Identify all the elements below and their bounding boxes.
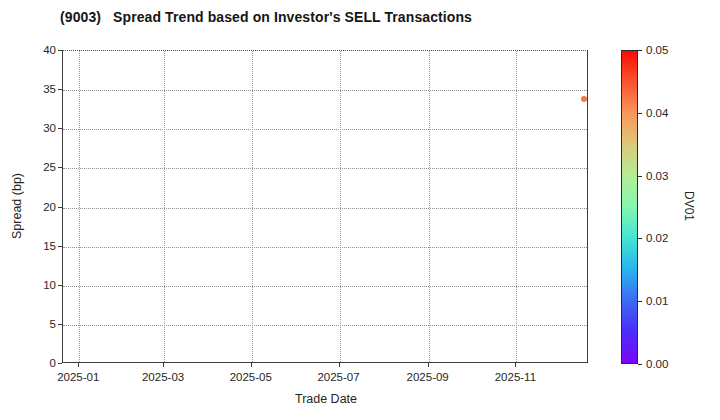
y-tick-mark	[58, 324, 62, 325]
data-point	[581, 96, 587, 102]
x-tick-label: 2025-09	[407, 371, 449, 383]
colorbar-tick-mark	[638, 301, 642, 302]
h-gridline	[63, 247, 587, 248]
y-tick-label: 25	[43, 161, 56, 173]
chart-title: (9003) Spread Trend based on Investor's …	[60, 9, 472, 25]
y-tick-label: 10	[43, 279, 56, 291]
y-tick-label: 40	[43, 44, 56, 56]
colorbar-tick-mark	[638, 176, 642, 177]
chart-figure: (9003) Spread Trend based on Investor's …	[0, 0, 720, 420]
v-gridline	[79, 51, 80, 362]
v-gridline	[429, 51, 430, 362]
colorbar-tick-mark	[638, 364, 642, 365]
colorbar-gradient	[621, 50, 638, 364]
y-tick-mark	[58, 89, 62, 90]
h-gridline	[63, 325, 587, 326]
x-tick-mark	[339, 363, 340, 367]
colorbar-tick-label: 0.00	[646, 358, 668, 370]
x-tick-mark	[78, 363, 79, 367]
y-tick-mark	[58, 128, 62, 129]
x-tick-label: 2025-01	[57, 371, 99, 383]
plot-area	[62, 50, 588, 363]
y-tick-label: 30	[43, 122, 56, 134]
colorbar-tick-mark	[638, 113, 642, 114]
h-gridline	[63, 286, 587, 287]
y-tick-mark	[58, 50, 62, 51]
y-axis-label: Spread (bp)	[10, 173, 24, 239]
colorbar-tick-label: 0.01	[646, 295, 668, 307]
v-gridline	[252, 51, 253, 362]
x-tick-mark	[163, 363, 164, 367]
colorbar-tick-label: 0.02	[646, 232, 668, 244]
x-tick-mark	[428, 363, 429, 367]
x-tick-label: 2025-05	[230, 371, 272, 383]
colorbar-tick-label: 0.05	[646, 44, 668, 56]
colorbar-tick-label: 0.04	[646, 107, 668, 119]
colorbar-tick-label: 0.03	[646, 170, 668, 182]
x-tick-label: 2025-11	[495, 371, 536, 383]
y-tick-mark	[58, 363, 62, 364]
y-tick-label: 0	[50, 357, 56, 369]
x-axis-label: Trade Date	[295, 392, 357, 406]
x-tick-mark	[251, 363, 252, 367]
y-tick-label: 15	[43, 240, 56, 252]
x-tick-label: 2025-07	[317, 371, 359, 383]
y-tick-label: 35	[43, 83, 56, 95]
h-gridline	[63, 208, 587, 209]
v-gridline	[164, 51, 165, 362]
y-tick-mark	[58, 285, 62, 286]
v-gridline	[340, 51, 341, 362]
colorbar-tick-mark	[638, 238, 642, 239]
x-tick-mark	[515, 363, 516, 367]
h-gridline	[63, 90, 587, 91]
y-tick-mark	[58, 207, 62, 208]
h-gridline	[63, 168, 587, 169]
colorbar-tick-mark	[638, 50, 642, 51]
y-tick-mark	[58, 246, 62, 247]
colorbar-label: DV01	[682, 191, 696, 221]
v-gridline	[516, 51, 517, 362]
y-tick-label: 20	[43, 201, 56, 213]
x-tick-label: 2025-03	[142, 371, 184, 383]
h-gridline	[63, 129, 587, 130]
y-tick-mark	[58, 167, 62, 168]
y-tick-label: 5	[50, 318, 56, 330]
